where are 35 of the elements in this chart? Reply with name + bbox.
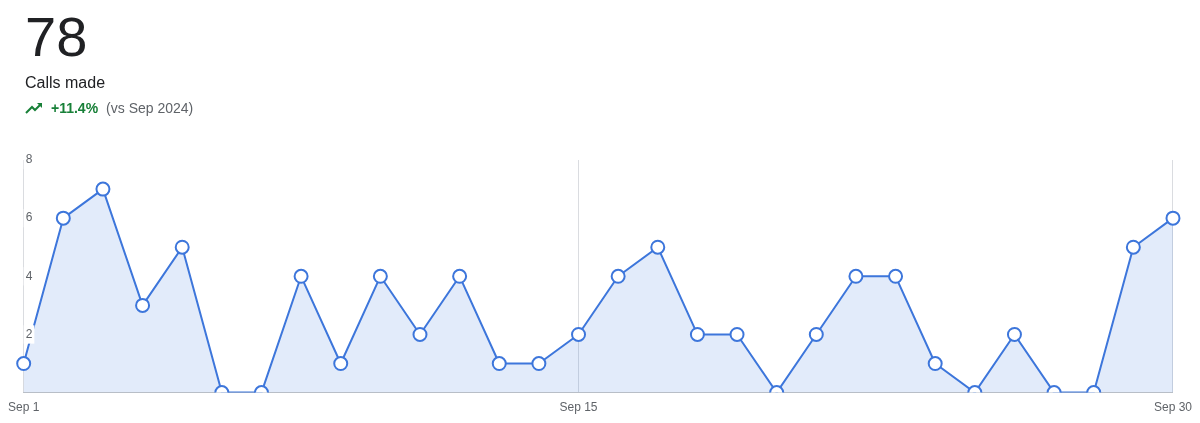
point: [650, 239, 666, 255]
point: [372, 268, 388, 284]
point: [888, 268, 904, 284]
point: [174, 239, 190, 255]
text: (vs Sep 2024): [106, 100, 194, 116]
point: [452, 268, 468, 284]
text: 78: [25, 4, 89, 70]
point: [1165, 210, 1181, 226]
text: +11.4%: [51, 100, 99, 116]
y-tick-label: 8: [25, 152, 33, 167]
point: [927, 356, 943, 372]
point: [531, 356, 547, 372]
point: [16, 356, 32, 372]
chart-title: Calls made: [25, 74, 107, 92]
point: [1006, 326, 1022, 342]
x-tick-label: Sep 30: [1153, 400, 1193, 415]
y-tick-label: 2: [25, 326, 33, 341]
x-tick-label: Sep 15: [559, 400, 598, 415]
point: [729, 326, 745, 342]
point: [610, 268, 626, 284]
point: [689, 326, 705, 342]
point: [808, 326, 824, 342]
point: [293, 268, 309, 284]
y-tick-label: 4: [25, 268, 33, 283]
point: [55, 210, 71, 226]
point: [1125, 239, 1141, 255]
point: [135, 297, 151, 313]
point: [848, 268, 864, 284]
point: [333, 356, 349, 372]
point: [412, 326, 428, 342]
point: [491, 356, 507, 372]
point: [571, 326, 587, 342]
y-tick-label: 6: [25, 210, 33, 225]
x-tick-label: Sep 1: [8, 400, 40, 415]
point: [95, 181, 111, 197]
